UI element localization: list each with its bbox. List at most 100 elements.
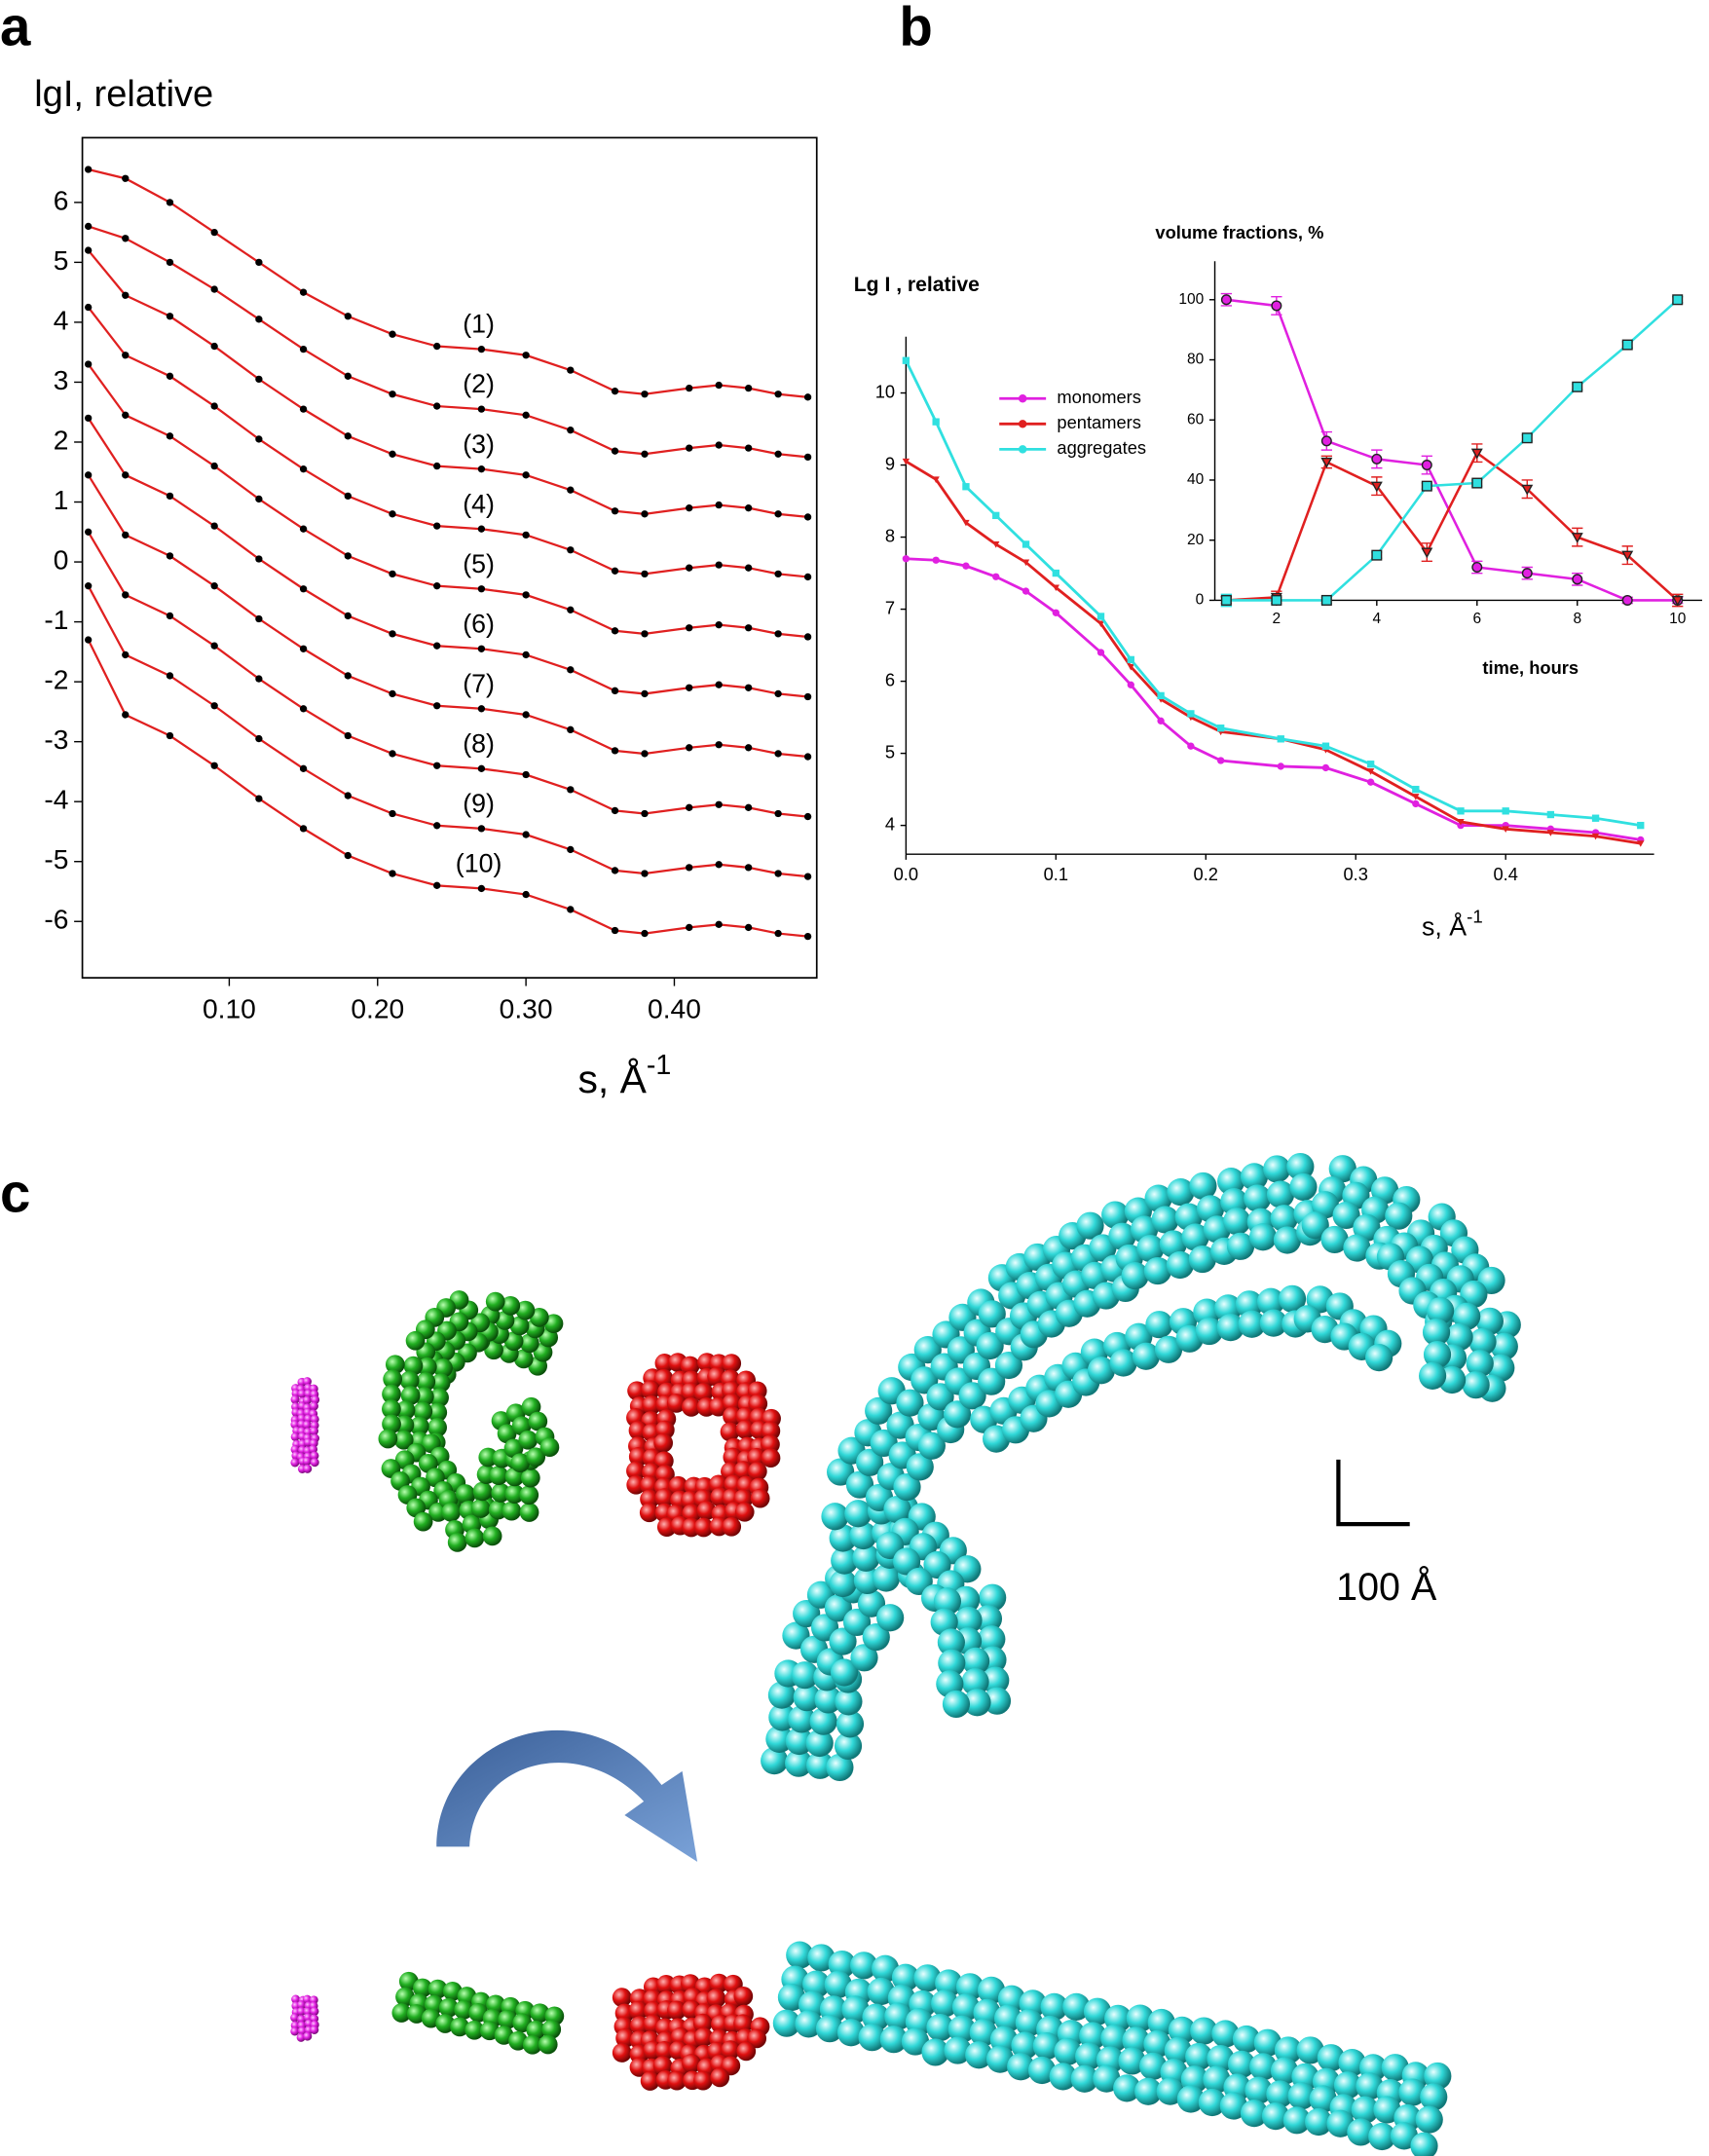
bead [692, 2013, 713, 2033]
marker [477, 345, 486, 353]
marker [299, 405, 308, 413]
x-tick-label: 0.0 [894, 864, 918, 884]
x-tick-label: 0.2 [1194, 864, 1218, 884]
bead [1338, 2049, 1366, 2077]
y-tick-label: 4 [54, 304, 69, 335]
bead [1015, 2009, 1043, 2037]
marker [122, 235, 130, 242]
bead [666, 1394, 687, 1413]
marker [686, 384, 693, 392]
bead [793, 1684, 821, 1712]
marker [803, 692, 812, 701]
bead [836, 1710, 865, 1738]
marker [122, 411, 130, 419]
marker [1421, 480, 1432, 492]
marker [774, 450, 782, 458]
marker [522, 352, 530, 359]
marker [1521, 484, 1534, 496]
bead [1087, 1357, 1116, 1385]
bead [1427, 1296, 1455, 1325]
bead [413, 1511, 433, 1532]
marker [803, 812, 812, 821]
bead [761, 1421, 781, 1441]
marker [686, 744, 693, 752]
series-line [906, 557, 1641, 841]
bead [508, 2030, 528, 2051]
series-line [88, 225, 808, 459]
marker [611, 567, 619, 575]
marker [166, 313, 174, 320]
marker [1672, 294, 1684, 306]
marker [299, 825, 308, 833]
marker [166, 492, 174, 501]
bead [378, 1429, 398, 1449]
bead [795, 2010, 823, 2038]
panel-label: c [0, 1163, 30, 1224]
series-line [87, 249, 808, 519]
bead [518, 1430, 539, 1450]
marker [122, 591, 130, 599]
bead [1278, 1284, 1307, 1313]
y-tick-label: 4 [885, 813, 895, 834]
bead [1245, 2076, 1273, 2104]
marker [744, 864, 753, 872]
bead [1132, 1342, 1161, 1370]
bead [1011, 2031, 1039, 2060]
series-line [88, 167, 808, 398]
bead [417, 1357, 437, 1377]
marker [641, 450, 649, 458]
marker [744, 744, 753, 752]
marker [477, 764, 486, 773]
marker [774, 390, 782, 398]
marker [344, 851, 352, 860]
marker [477, 884, 486, 893]
marker [1277, 735, 1284, 743]
bead [942, 1690, 971, 1719]
bead [403, 1356, 424, 1376]
plot-frame [81, 136, 818, 979]
bead [1248, 1223, 1278, 1251]
bead [974, 1605, 1003, 1633]
bead [979, 1583, 1007, 1612]
arrow [436, 1729, 698, 1862]
marker [1320, 594, 1332, 606]
marker [477, 465, 486, 473]
series-label: (8) [463, 728, 495, 758]
y-tick-label: 0 [54, 544, 69, 576]
bead [814, 1686, 842, 1714]
bead [395, 1400, 416, 1420]
marker [803, 932, 812, 941]
bead [937, 1628, 965, 1656]
bead [978, 1300, 1006, 1328]
bead [733, 1461, 754, 1481]
marker [299, 764, 308, 773]
marker [389, 689, 396, 698]
marker [1366, 778, 1375, 786]
bead [1075, 2042, 1103, 2070]
marker [611, 926, 619, 935]
bead [969, 2019, 997, 2047]
bead [867, 1977, 895, 2006]
bead [1032, 2031, 1060, 2061]
marker [166, 372, 174, 380]
bead [824, 1594, 852, 1622]
bead [519, 1485, 539, 1505]
bead [976, 1331, 1004, 1360]
marker [992, 541, 1000, 548]
marker [1320, 435, 1332, 447]
marker [210, 402, 218, 410]
marker [433, 642, 441, 650]
bead [427, 1418, 447, 1437]
bead [1253, 2028, 1282, 2057]
bead [938, 1649, 966, 1677]
marker [166, 612, 174, 620]
bead [682, 1397, 701, 1417]
marker [744, 624, 753, 632]
marker [1470, 448, 1483, 460]
marker [344, 372, 352, 380]
series-line [87, 474, 808, 759]
bead [513, 1349, 534, 1369]
marker [299, 585, 308, 593]
bead [829, 1569, 857, 1598]
